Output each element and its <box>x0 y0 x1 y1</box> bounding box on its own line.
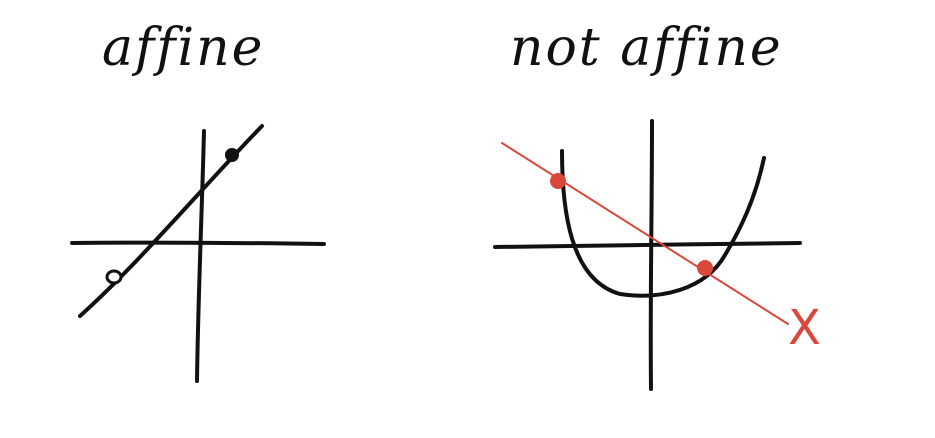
point-open <box>105 269 123 285</box>
y-axis <box>648 119 654 391</box>
not-affine-title: not affine <box>510 18 783 78</box>
intersection-point-left <box>550 173 566 189</box>
x-axis <box>493 241 802 249</box>
parabola-curve <box>560 149 766 298</box>
affine-sketch <box>70 124 326 383</box>
not-affine-sketch <box>493 119 802 391</box>
affine-panel: affine <box>70 18 326 383</box>
affine-title: affine <box>102 18 265 78</box>
point-filled <box>225 148 239 162</box>
intersection-point-right <box>697 260 713 276</box>
cross-mark-label: X <box>788 300 821 356</box>
y-axis <box>195 129 206 383</box>
affine-line <box>78 124 264 318</box>
x-axis <box>70 240 326 246</box>
secant-line <box>501 142 789 325</box>
not-affine-panel: not affine X <box>470 0 935 438</box>
